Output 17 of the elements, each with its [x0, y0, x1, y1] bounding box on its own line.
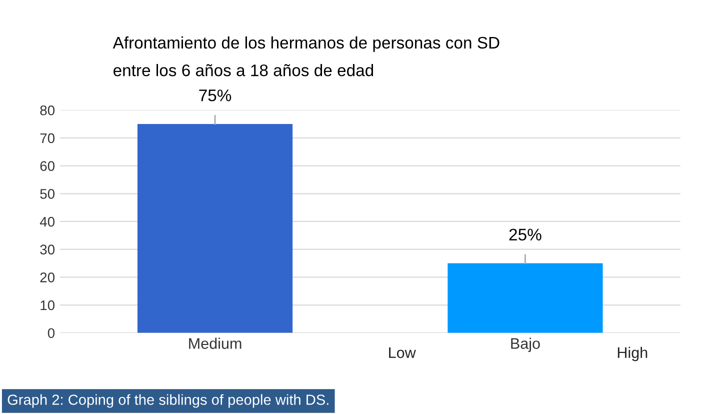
text: Low [389, 347, 416, 358]
y-tick-label: 10 [40, 300, 55, 310]
caption: Graph 2: Coping of the siblings of people with DS. [8, 394, 328, 408]
chart-title: Afrontamiento de los hermanos de personas con SD entre los 6 años a 18 años de edad [112, 36, 500, 76]
y-tick-label: 20 [40, 272, 55, 282]
x-tick-label: Bajo [511, 338, 540, 352]
y-tick-label: 50 [40, 188, 55, 199]
y-tick-label: 60 [40, 161, 55, 171]
data-label: 75% [199, 90, 232, 102]
data-label: 25% [509, 228, 542, 241]
text: High [618, 346, 648, 362]
x-tick-label: Medium [189, 338, 242, 349]
y-tick-label: 70 [40, 133, 55, 144]
y-tick-label: 0 [48, 328, 55, 338]
y-tick-label: 80 [40, 105, 55, 116]
y-tick-label: 30 [40, 244, 55, 254]
y-tick-label: 40 [40, 216, 55, 227]
